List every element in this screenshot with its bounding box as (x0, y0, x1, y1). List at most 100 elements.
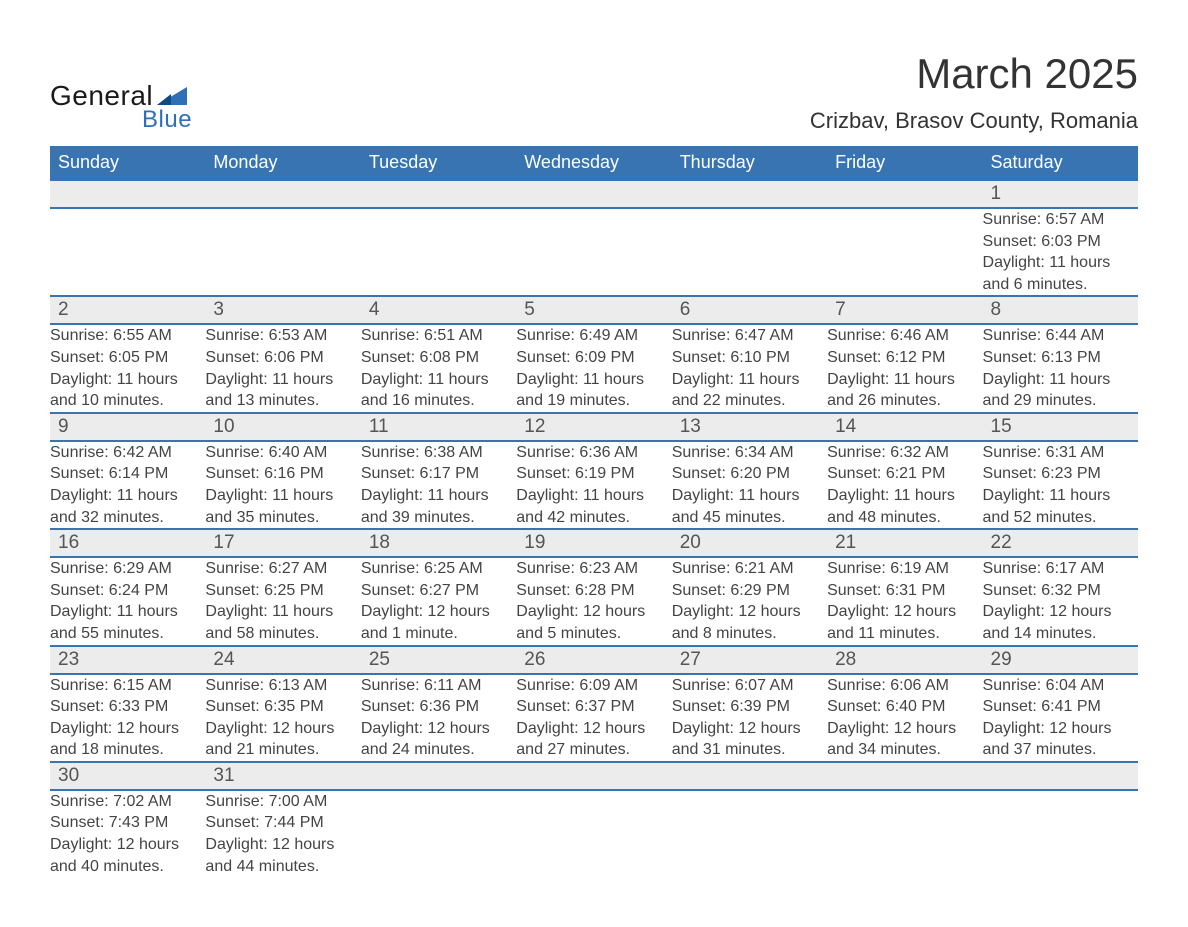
day-detail-cell: Sunrise: 6:32 AMSunset: 6:21 PMDaylight:… (827, 441, 982, 529)
day1-text: Daylight: 12 hours (672, 718, 827, 740)
day-detail-cell: Sunrise: 6:07 AMSunset: 6:39 PMDaylight:… (672, 674, 827, 762)
day-detail-cell: Sunrise: 6:36 AMSunset: 6:19 PMDaylight:… (516, 441, 671, 529)
day-number: 4 (361, 297, 516, 323)
weekday-header: Wednesday (516, 146, 671, 180)
day-detail-cell: Sunrise: 6:09 AMSunset: 6:37 PMDaylight:… (516, 674, 671, 762)
sunset-text: Sunset: 7:43 PM (50, 812, 205, 834)
day2-text: and 19 minutes. (516, 390, 671, 412)
day2-text: and 8 minutes. (672, 623, 827, 645)
day-number: 26 (516, 647, 671, 673)
page-header: General Blue March 2025 Crizbav, Brasov … (50, 50, 1138, 134)
sunrise-text: Sunrise: 6:53 AM (205, 325, 360, 347)
sunset-text: Sunset: 6:17 PM (361, 463, 516, 485)
day-detail-cell: Sunrise: 6:44 AMSunset: 6:13 PMDaylight:… (983, 324, 1138, 412)
day-detail-cell (205, 208, 360, 296)
day-detail-cell: Sunrise: 6:04 AMSunset: 6:41 PMDaylight:… (983, 674, 1138, 762)
day-number-cell: 12 (516, 413, 671, 441)
sunset-text: Sunset: 6:20 PM (672, 463, 827, 485)
day1-text: Daylight: 11 hours (361, 485, 516, 507)
sunrise-text: Sunrise: 6:27 AM (205, 558, 360, 580)
sunrise-text: Sunrise: 6:51 AM (361, 325, 516, 347)
sunset-text: Sunset: 6:36 PM (361, 696, 516, 718)
day-number-cell: 29 (983, 646, 1138, 674)
day-number: 28 (827, 647, 982, 673)
detail-row: Sunrise: 7:02 AMSunset: 7:43 PMDaylight:… (50, 790, 1138, 877)
day-detail-cell: Sunrise: 6:49 AMSunset: 6:09 PMDaylight:… (516, 324, 671, 412)
day-number: 14 (827, 414, 982, 440)
sunset-text: Sunset: 6:08 PM (361, 347, 516, 369)
day-detail-cell: Sunrise: 6:19 AMSunset: 6:31 PMDaylight:… (827, 557, 982, 645)
sunrise-text: Sunrise: 6:23 AM (516, 558, 671, 580)
day-number-cell: 10 (205, 413, 360, 441)
sunset-text: Sunset: 6:37 PM (516, 696, 671, 718)
sunset-text: Sunset: 6:31 PM (827, 580, 982, 602)
day-detail-cell: Sunrise: 6:55 AMSunset: 6:05 PMDaylight:… (50, 324, 205, 412)
logo-text-blue: Blue (142, 106, 192, 134)
calendar-table: Sunday Monday Tuesday Wednesday Thursday… (50, 146, 1138, 877)
day-number-cell: 5 (516, 296, 671, 324)
day-number-cell: 2 (50, 296, 205, 324)
day1-text: Daylight: 12 hours (983, 718, 1138, 740)
sunset-text: Sunset: 6:03 PM (983, 231, 1138, 253)
day-detail-cell: Sunrise: 6:25 AMSunset: 6:27 PMDaylight:… (361, 557, 516, 645)
day-number: 8 (983, 297, 1138, 323)
logo: General Blue (50, 60, 192, 134)
day-number-cell: 26 (516, 646, 671, 674)
weekday-header: Thursday (672, 146, 827, 180)
day-number: 11 (361, 414, 516, 440)
day-number: 1 (983, 181, 1138, 207)
day-detail-cell: Sunrise: 6:34 AMSunset: 6:20 PMDaylight:… (672, 441, 827, 529)
sunset-text: Sunset: 6:28 PM (516, 580, 671, 602)
sunset-text: Sunset: 6:41 PM (983, 696, 1138, 718)
day2-text: and 58 minutes. (205, 623, 360, 645)
day-detail-cell: Sunrise: 6:11 AMSunset: 6:36 PMDaylight:… (361, 674, 516, 762)
day-detail-cell: Sunrise: 6:27 AMSunset: 6:25 PMDaylight:… (205, 557, 360, 645)
day-number-cell: 7 (827, 296, 982, 324)
daynum-row: 9101112131415 (50, 413, 1138, 441)
day-detail-cell: Sunrise: 6:23 AMSunset: 6:28 PMDaylight:… (516, 557, 671, 645)
day-detail-cell: Sunrise: 6:46 AMSunset: 6:12 PMDaylight:… (827, 324, 982, 412)
day1-text: Daylight: 11 hours (361, 369, 516, 391)
day-number: 30 (50, 763, 205, 789)
weekday-header: Monday (205, 146, 360, 180)
day-number-cell (50, 180, 205, 208)
sunrise-text: Sunrise: 6:49 AM (516, 325, 671, 347)
day-number: 10 (205, 414, 360, 440)
day-number: 22 (983, 530, 1138, 556)
day1-text: Daylight: 11 hours (672, 369, 827, 391)
sunset-text: Sunset: 6:21 PM (827, 463, 982, 485)
sunrise-text: Sunrise: 6:55 AM (50, 325, 205, 347)
day-detail-cell: Sunrise: 6:51 AMSunset: 6:08 PMDaylight:… (361, 324, 516, 412)
day-number-cell (516, 762, 671, 790)
sunrise-text: Sunrise: 6:25 AM (361, 558, 516, 580)
detail-row: Sunrise: 6:42 AMSunset: 6:14 PMDaylight:… (50, 441, 1138, 529)
day-number-cell: 13 (672, 413, 827, 441)
day-number-cell: 28 (827, 646, 982, 674)
sunrise-text: Sunrise: 6:07 AM (672, 675, 827, 697)
day-number: 9 (50, 414, 205, 440)
day1-text: Daylight: 12 hours (361, 718, 516, 740)
day2-text: and 16 minutes. (361, 390, 516, 412)
sunrise-text: Sunrise: 6:31 AM (983, 442, 1138, 464)
day-detail-cell (516, 790, 671, 877)
day-number-cell (672, 762, 827, 790)
day-detail-cell: Sunrise: 6:15 AMSunset: 6:33 PMDaylight:… (50, 674, 205, 762)
day-number-cell (983, 762, 1138, 790)
daynum-row: 3031 (50, 762, 1138, 790)
day2-text: and 55 minutes. (50, 623, 205, 645)
day-detail-cell: Sunrise: 6:13 AMSunset: 6:35 PMDaylight:… (205, 674, 360, 762)
sunrise-text: Sunrise: 6:57 AM (983, 209, 1138, 231)
day-number: 29 (983, 647, 1138, 673)
day2-text: and 44 minutes. (205, 856, 360, 878)
day2-text: and 32 minutes. (50, 507, 205, 529)
sunrise-text: Sunrise: 6:47 AM (672, 325, 827, 347)
sunrise-text: Sunrise: 6:13 AM (205, 675, 360, 697)
day-number-cell: 31 (205, 762, 360, 790)
sunset-text: Sunset: 6:16 PM (205, 463, 360, 485)
day-number: 13 (672, 414, 827, 440)
sunset-text: Sunset: 6:25 PM (205, 580, 360, 602)
sunset-text: Sunset: 6:35 PM (205, 696, 360, 718)
day-number-cell: 3 (205, 296, 360, 324)
day2-text: and 52 minutes. (983, 507, 1138, 529)
day1-text: Daylight: 11 hours (983, 369, 1138, 391)
